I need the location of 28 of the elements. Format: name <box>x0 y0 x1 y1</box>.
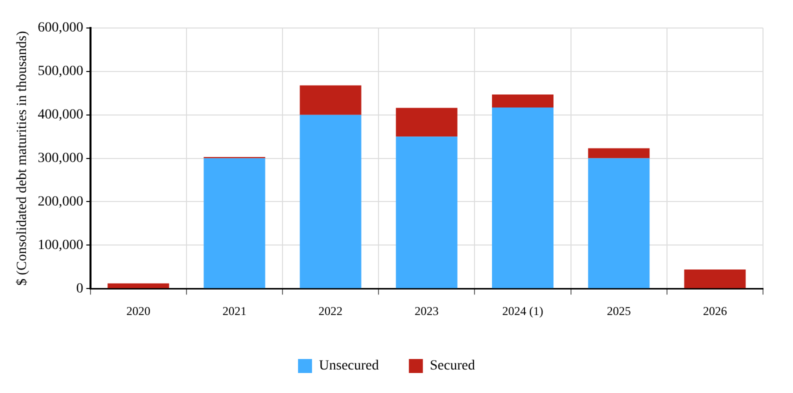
x-tick-label: 2023 <box>414 304 439 318</box>
y-tick-label: 300,000 <box>38 150 84 166</box>
bar <box>300 114 362 288</box>
x-tick-label: 2021 <box>222 304 246 318</box>
bar <box>492 107 554 288</box>
bar <box>108 283 170 288</box>
bar <box>588 148 650 158</box>
y-tick-label: 0 <box>76 281 84 296</box>
x-tick-label: 2020 <box>126 304 150 318</box>
y-tick-label: 200,000 <box>38 194 84 210</box>
y-axis-title: $ (Consolidated debt maturities in thousands) <box>15 30 30 286</box>
bar <box>588 158 650 288</box>
legend-label: Secured <box>430 358 475 374</box>
y-tick-label: 400,000 <box>38 108 84 123</box>
bar <box>300 85 362 115</box>
y-tick-label: 600,000 <box>38 20 84 36</box>
bar <box>396 136 458 288</box>
bar <box>684 269 746 288</box>
x-tick-label: 2026 <box>702 304 727 318</box>
y-tick-label: 100,000 <box>38 238 84 253</box>
x-tick-label: 2022 <box>318 304 343 318</box>
x-tick-label: 2024 (1) <box>502 304 544 318</box>
x-tick-label: 2025 <box>606 304 631 318</box>
bar <box>492 94 554 108</box>
bar <box>204 158 266 288</box>
bar <box>396 108 458 137</box>
y-tick-label: 500,000 <box>38 64 84 80</box>
legend-label: Unsecured <box>319 358 379 374</box>
